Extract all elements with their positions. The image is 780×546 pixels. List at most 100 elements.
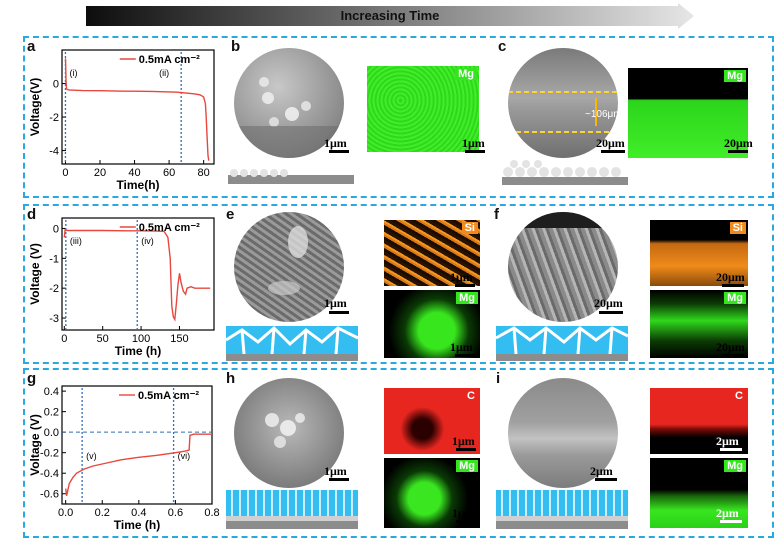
panel-letter-d: d	[27, 206, 37, 223]
schematic-c	[502, 160, 628, 185]
gradient-arrow-graphic	[86, 3, 694, 29]
y-tick-label: 0.4	[44, 386, 59, 398]
voltage-chart-d: 0 50 100 150 0 -1 -2 -3 Time (h) Voltage (V) (iii)…	[30, 217, 215, 358]
scale-bar-label-i-c: 2μm	[716, 434, 739, 448]
y-tick-label: 0.0	[44, 427, 59, 439]
eds-map-i-mg: Mg	[650, 458, 748, 528]
eds-map-i-c: C	[650, 388, 748, 454]
sem-image-c	[508, 48, 618, 158]
x-tick-label: 150	[170, 333, 188, 345]
scale-bar-i-sem	[595, 478, 617, 481]
scale-bar-label-f-sem: 20μm	[594, 296, 623, 310]
x-tick-label: 0.2	[95, 507, 110, 519]
scale-bar-label-h-mg: 1μm	[452, 506, 475, 520]
panel-letter-b: b	[231, 38, 241, 55]
scale-bar-i-c	[720, 448, 742, 451]
plot-frame	[61, 49, 215, 165]
y-tick-label: -1	[49, 253, 59, 265]
row-frame-1	[23, 36, 774, 198]
schematic-b	[228, 169, 354, 184]
voltage-series-line	[65, 433, 212, 496]
eds-map-h-mg: Mg	[384, 458, 480, 528]
x-tick-label: 0.4	[131, 507, 146, 519]
scale-bar-label-e-sem: 1μm	[324, 296, 347, 310]
scale-bar-label-i-mg: 2μm	[716, 506, 739, 520]
eds-map-f-si: Si	[650, 220, 748, 286]
element-tag-si: Si	[729, 222, 746, 234]
voltage-series-line	[63, 228, 211, 322]
element-tag-mg: Mg	[456, 460, 478, 472]
scale-bar-h-sem	[329, 478, 349, 481]
x-tick-label: 0	[62, 167, 68, 179]
y-tick-label: -3	[49, 313, 59, 325]
eds-map-h-c: C	[384, 388, 480, 454]
y-tick-label: -2	[49, 283, 59, 295]
time-marker-label: (ii)	[159, 68, 169, 78]
y-tick-label: -0.6	[40, 489, 59, 501]
scale-bar-b-map	[465, 150, 485, 153]
legend-label: 0.5mA cm⁻²	[138, 390, 199, 402]
panel-letter-i: i	[496, 370, 501, 387]
scale-bar-c-sem	[601, 150, 625, 153]
time-arrow-banner: Increasing Time	[86, 3, 694, 29]
x-axis-title: Time(h)	[116, 178, 159, 192]
sem-image-i	[508, 378, 618, 488]
element-tag-si: Si	[461, 222, 478, 234]
panel-letter-c: c	[498, 38, 507, 55]
scale-bar-label-b-sem: 1μm	[324, 136, 347, 150]
scale-bar-label-e-mg: 1μm	[450, 340, 473, 354]
eds-map-e-si: Si	[384, 220, 480, 286]
eds-map-f-mg: Mg	[650, 290, 748, 358]
scale-bar-h-mg	[456, 520, 476, 523]
element-tag-c: C	[732, 390, 746, 402]
scale-bar-label-c-map: 20μm	[724, 136, 753, 150]
panel-letter-h: h	[226, 370, 236, 387]
panel-letter-a: a	[27, 38, 36, 55]
element-tag-mg: Mg	[724, 292, 746, 304]
time-marker-label: (v)	[86, 451, 97, 461]
sem-image-e	[234, 212, 344, 322]
panel-letter-g: g	[27, 370, 37, 387]
thickness-annotation: ~106μm	[585, 109, 622, 120]
banner-label: Increasing Time	[340, 8, 440, 23]
panel-letter-e: e	[226, 206, 235, 223]
scale-bar-b-sem	[329, 150, 349, 153]
voltage-chart-a: 0 20 40 60 80 0 -2 -4 Time(h) Voltage(V) (i) (ii) 0.…	[30, 49, 215, 192]
time-marker-label: (i)	[69, 68, 77, 78]
plot-frame	[61, 217, 215, 331]
scale-bar-i-mg	[720, 520, 742, 523]
element-tag-mg: Mg	[456, 292, 478, 304]
element-tag-c: C	[464, 390, 478, 402]
y-axis-title: Voltage (V)	[30, 243, 42, 305]
scale-bar-label-b-map: 1μm	[462, 136, 485, 150]
x-axis-title: Time (h)	[114, 518, 160, 532]
x-tick-label: 0.0	[58, 507, 73, 519]
scale-bar-f-sem	[599, 311, 623, 314]
schematic-i	[496, 490, 628, 529]
y-axis-title: Voltage(V)	[30, 78, 42, 136]
row-frame-2	[23, 204, 774, 364]
scale-bar-e-sem	[329, 311, 349, 314]
scale-bar-label-h-sem: 1μm	[324, 464, 347, 478]
scale-bar-h-c	[456, 448, 476, 451]
sem-image-h	[234, 378, 344, 488]
scale-bar-f-si	[722, 284, 744, 287]
element-tag-mg: Mg	[724, 460, 746, 472]
x-tick-label: 60	[163, 167, 175, 179]
y-axis-title: Voltage (V)	[30, 414, 42, 476]
panel-letter-f: f	[494, 206, 499, 223]
y-tick-label: 0	[53, 79, 59, 91]
voltage-chart-g: 0.0 0.2 0.4 0.6 0.8 0.4 0.2 0.0 -0.2 -0.4 -0.6 Time…	[30, 385, 220, 532]
scale-bar-label-f-si: 20μm	[716, 270, 745, 284]
sem-particles-h	[265, 413, 305, 448]
x-tick-label: 100	[132, 333, 150, 345]
y-tick-label: -0.2	[40, 448, 59, 460]
y-tick-label: -2	[49, 112, 59, 124]
element-tag-mg: Mg	[724, 70, 746, 82]
legend-label: 0.5mA cm⁻²	[139, 222, 200, 234]
time-marker-label: (iv)	[141, 236, 154, 246]
x-tick-label: 20	[94, 167, 106, 179]
scale-bar-label-i-sem: 2μm	[590, 464, 613, 478]
scale-bar-f-mg	[722, 354, 744, 357]
schematic-e	[225, 325, 359, 361]
